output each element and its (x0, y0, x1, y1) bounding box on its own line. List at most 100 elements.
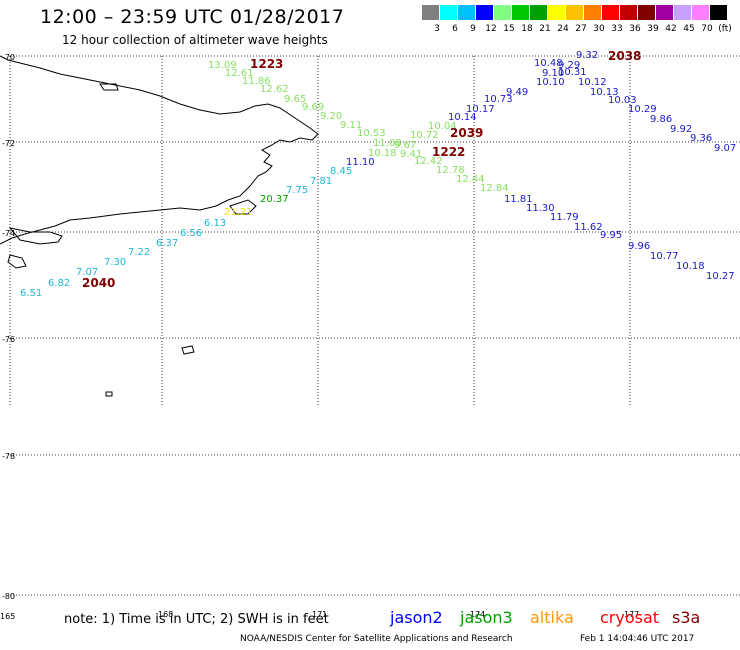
lat-label-0: -70 (2, 53, 15, 62)
swh-point: 10.17 (466, 104, 495, 115)
legend-swatch-16 (710, 5, 727, 20)
lat-label-3: -76 (2, 335, 15, 344)
legend-label-7: 24 (557, 24, 569, 34)
swh-point: 9.96 (628, 241, 650, 252)
units-note: note: 1) Time is in UTC; 2) SWH is in fe… (64, 612, 329, 627)
pass-time-label: 2040 (82, 276, 115, 290)
swh-point: 6.82 (48, 278, 70, 289)
island-small-6 (99, 83, 119, 91)
swh-point: 6.51 (20, 288, 42, 299)
legend-label-11: 36 (629, 24, 641, 34)
lon-label-0: 165 (0, 612, 16, 621)
legend-swatch-6 (530, 5, 547, 20)
lat-label-5: -80 (2, 592, 15, 601)
coastline (0, 55, 319, 397)
legend-swatch-3 (476, 5, 493, 20)
swh-point: 8.45 (330, 166, 352, 177)
swh-point: 7.07 (76, 267, 98, 278)
satellite-jason3: jason3 (460, 608, 513, 627)
swh-point: 20.37 (260, 194, 289, 205)
swh-point: 6.56 (180, 228, 202, 239)
lon-label-4: 177 (624, 610, 640, 619)
swh-point: 11.30 (526, 203, 555, 214)
swh-point: 11.79 (550, 212, 579, 223)
legend-label-13: 42 (665, 24, 677, 34)
swh-point: 12.42 (414, 156, 443, 167)
swh-point: 10.73 (484, 94, 513, 105)
legend-label-8: 27 (575, 24, 587, 34)
legend-label-10: 33 (611, 24, 623, 34)
swh-point: 10.12 (578, 77, 607, 88)
swh-point: 9.11 (340, 120, 362, 131)
pass-time-label: 1222 (432, 145, 465, 159)
swh-point: 6.37 (156, 238, 178, 249)
pass-time-label: 1223 (250, 57, 283, 71)
lon-label-3: 174 (470, 610, 486, 619)
swh-point: 9.95 (600, 230, 622, 241)
legend-label-2: 9 (470, 24, 476, 34)
legend-label-6: 21 (539, 24, 551, 34)
island-small-3 (229, 199, 257, 215)
swh-point: 11.62 (574, 222, 603, 233)
legend-swatch-13 (656, 5, 673, 20)
swh-point: 10.29 (628, 104, 657, 115)
swh-point: 10.27 (706, 271, 735, 282)
lat-label-2: -74 (2, 229, 15, 238)
swh-point: 7.22 (128, 247, 150, 258)
swh-point: 9.49 (506, 87, 528, 98)
swh-point: 10.14 (448, 112, 477, 123)
legend-label-4: 15 (503, 24, 515, 34)
swh-point: 9.20 (320, 111, 342, 122)
swh-point: 9.32 (576, 50, 598, 61)
swh-point: 11.08 (373, 138, 402, 149)
map-subtitle: 12 hour collection of altimeter wave hei… (62, 33, 328, 47)
legend-swatch-7 (548, 5, 565, 20)
generation-timestamp: Feb 1 14:04:46 UTC 2017 (580, 634, 695, 644)
pass-time-label: 2039 (450, 126, 483, 140)
satellite-altika: altika (530, 608, 574, 627)
swh-point: 12.61 (225, 68, 254, 79)
legend-label-5: 18 (521, 24, 533, 34)
swh-point: 6.13 (204, 218, 226, 229)
legend-swatch-8 (566, 5, 583, 20)
swh-point: 7.30 (104, 257, 126, 268)
grid-lines: -70 -72 -74 -76 -78 -80 (2, 53, 740, 601)
swh-point: 9.69 (302, 102, 324, 113)
swh-point: 12.78 (436, 165, 465, 176)
legend-swatch-11 (620, 5, 637, 20)
swh-point: 10.53 (357, 128, 386, 139)
altimeter-tracks: 13.0912.6111.8612.629.659.699.209.1110.5… (20, 49, 736, 299)
swh-point: 13.09 (208, 60, 237, 71)
coastline-main (0, 55, 319, 245)
swh-point: 9.86 (650, 114, 672, 125)
swh-point: 10.03 (608, 95, 637, 106)
swh-point: 9.65 (284, 94, 306, 105)
legend-swatch-5 (512, 5, 529, 20)
swh-point: 10.48 (534, 58, 563, 69)
legend-label-12: 39 (647, 24, 659, 34)
credit-line: NOAA/NESDIS Center for Satellite Applica… (240, 634, 513, 644)
lon-label-1: 168 (158, 610, 174, 619)
legend-swatch-15 (692, 5, 709, 20)
lat-label-1: -72 (2, 139, 15, 148)
legend-label-9: 30 (593, 24, 605, 34)
swh-point: 10.18 (368, 148, 397, 159)
swh-point: 10.04 (428, 121, 457, 132)
swh-point: 7.75 (286, 185, 308, 196)
swh-point: 12.84 (480, 183, 509, 194)
swh-point: 11.81 (504, 194, 533, 205)
legend-label-0: 3 (434, 24, 440, 34)
swh-point: 11.86 (242, 76, 271, 87)
pass-time-label: 2038 (608, 49, 641, 63)
satellite-cryosat: cryosat (600, 608, 660, 627)
swh-point: 12.62 (260, 84, 289, 95)
swh-point: 9.10 (542, 68, 564, 79)
legend-label-16: (ft) (718, 24, 732, 34)
swh-point: 10.18 (676, 261, 705, 272)
legend-label-1: 6 (452, 24, 458, 34)
swh-point: 9.92 (670, 124, 692, 135)
swh-point: 10.13 (590, 87, 619, 98)
swh-point: 9.29 (558, 60, 580, 71)
lon-label-2: 171 (312, 610, 328, 619)
